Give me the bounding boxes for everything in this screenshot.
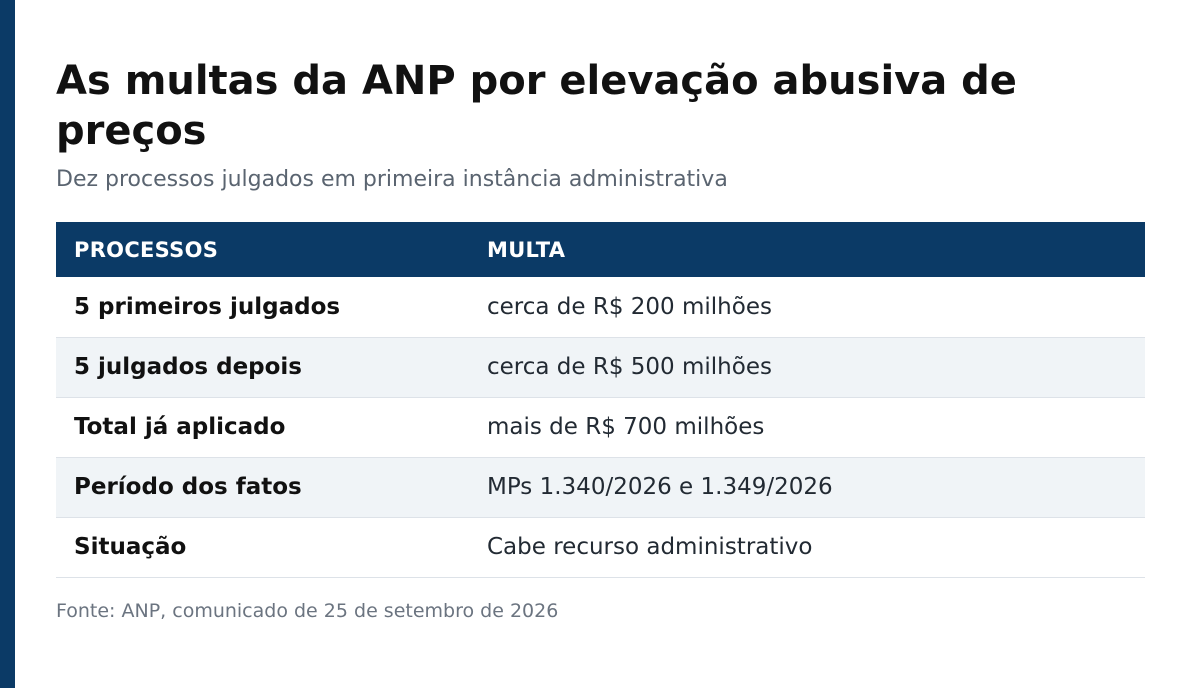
content-area: As multas da ANP por elevação abusiva de… [56,56,1145,622]
table-row: Situação Cabe recurso administrativo [56,517,1145,577]
table-row: Total já aplicado mais de R$ 700 milhões [56,397,1145,457]
row-value: mais de R$ 700 milhões [487,414,765,440]
table-row: 5 julgados depois cerca de R$ 500 milhõe… [56,337,1145,397]
row-label: 5 primeiros julgados [74,293,341,320]
row-label: Situação [74,534,187,560]
table-header-row: PROCESSOS MULTA [56,222,1145,277]
accent-bar [0,0,15,688]
source-note: Fonte: ANP, comunicado de 25 de setembro… [56,599,559,622]
row-value: cerca de R$ 500 milhões [487,354,772,380]
row-value: cerca de R$ 200 milhões [487,293,772,320]
table-row: Período dos fatos MPs 1.340/2026 e 1.349… [56,457,1145,517]
table-header: PROCESSOS MULTA [56,222,1145,277]
page-title: As multas da ANP por elevação abusiva de… [56,58,1017,154]
table-body: 5 primeiros julgados cerca de R$ 200 mil… [56,277,1145,577]
page-subtitle: Dez processos julgados em primeira instâ… [56,167,728,192]
row-label: Período dos fatos [74,474,302,500]
column-header-multa: MULTA [487,237,566,262]
row-label: Total já aplicado [74,414,286,440]
fines-table: PROCESSOS MULTA 5 primeiros julgados cer… [56,222,1145,578]
row-label: 5 julgados depois [74,354,303,380]
column-header-processos: PROCESSOS [74,237,219,262]
row-value: MPs 1.340/2026 e 1.349/2026 [487,474,833,500]
table-row: 5 primeiros julgados cerca de R$ 200 mil… [56,277,1145,337]
row-value: Cabe recurso administrativo [487,534,813,560]
